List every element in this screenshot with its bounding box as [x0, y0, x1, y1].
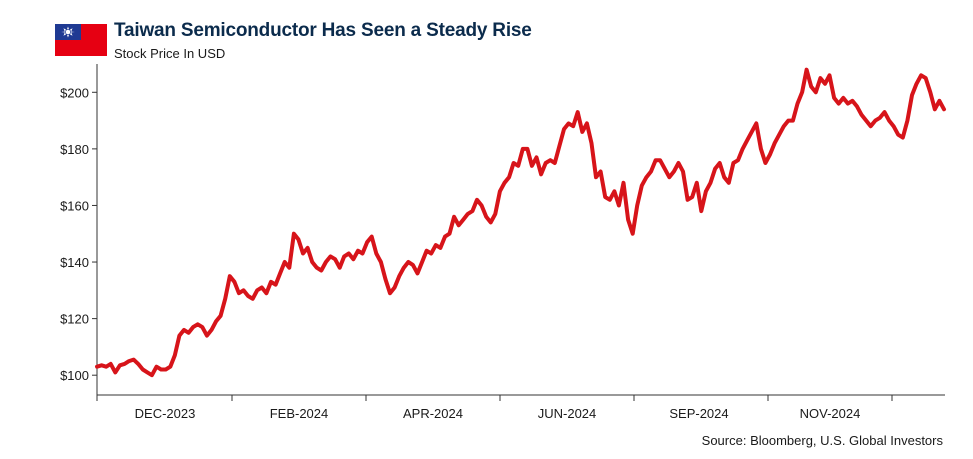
y-tick-label: $120 — [60, 312, 89, 327]
price-series-line — [95, 67, 946, 378]
y-tick-label: $180 — [60, 142, 89, 157]
y-axis-ticks: $100 $120 $140 $160 $180 $200 — [60, 85, 97, 383]
y-tick-label: $160 — [60, 198, 89, 213]
x-tick-label: NOV-2024 — [800, 406, 861, 421]
chart-axes — [96, 64, 945, 396]
y-tick-label: $100 — [60, 368, 89, 383]
chart-subtitle: Stock Price In USD — [114, 46, 226, 61]
x-tick-label: FEB-2024 — [270, 406, 329, 421]
source-note: Source: Bloomberg, U.S. Global Investors — [701, 433, 943, 448]
x-tick-label: SEP-2024 — [669, 406, 728, 421]
x-tick-label: DEC-2023 — [135, 406, 196, 421]
flag-sun — [61, 26, 75, 38]
chart-title: Taiwan Semiconductor Has Seen a Steady R… — [114, 20, 532, 41]
x-tick-label: JUN-2024 — [538, 406, 597, 421]
taiwan-flag-icon — [55, 24, 107, 56]
x-axis-ticks: DEC-2023 FEB-2024 APR-2024 JUN-2024 SEP-2024… — [96, 395, 893, 421]
x-tick-label: APR-2024 — [403, 406, 463, 421]
y-tick-label: $200 — [60, 85, 89, 100]
y-tick-label: $140 — [60, 255, 89, 270]
